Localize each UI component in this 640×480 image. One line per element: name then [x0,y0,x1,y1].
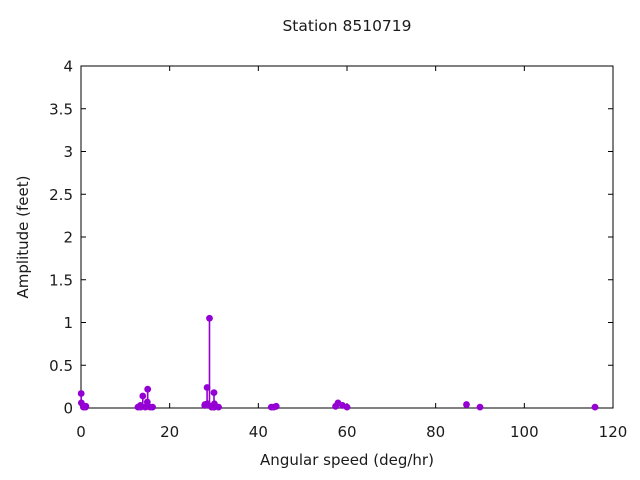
y-tick-label: 1.5 [49,271,73,289]
data-point [77,390,85,397]
data-point [203,384,211,391]
y-tick-label: 1 [63,314,73,332]
data-point [149,403,156,411]
x-tick-label: 80 [426,423,445,441]
data-point [343,403,351,411]
x-tick-label: 120 [599,423,628,441]
data-point [591,403,599,411]
y-tick-label: 0.5 [49,357,73,375]
y-tick-label: 3.5 [49,100,73,118]
y-tick-label: 0 [63,400,73,418]
chart-title: Station 8510719 [282,17,412,35]
data-point [139,392,147,400]
data-point [476,403,484,411]
data-point [210,389,218,397]
data-point [206,314,213,322]
x-tick-label: 0 [76,423,86,441]
data-point [144,385,152,393]
data-point [215,403,222,411]
y-tick-label: 3 [63,143,73,161]
x-axis-title: Angular speed (deg/hr) [260,451,434,469]
x-tick-label: 60 [337,423,356,441]
y-tick-label: 4 [63,58,73,76]
data-point [463,401,470,408]
plot-frame [80,65,614,409]
y-tick-label: 2 [63,229,73,247]
data-point [82,402,90,410]
x-tick-label: 20 [160,423,179,441]
y-tick-label: 2.5 [49,186,73,204]
data-point [272,402,280,410]
x-tick-label: 100 [510,423,539,441]
x-tick-label: 40 [249,423,268,441]
